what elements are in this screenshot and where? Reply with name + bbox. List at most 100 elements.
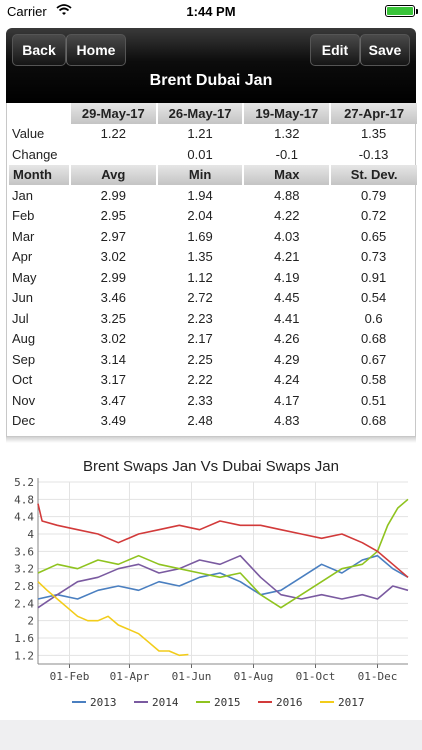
date-header: 19-May-17 [242,103,331,124]
y-tick-label: 2.4 [14,597,34,610]
stat-cell: 4.03 [274,228,300,244]
change-cell [70,144,157,165]
y-tick-label: 2 [27,615,34,628]
month-row: Oct 3.17 2.22 4.24 0.58 [8,370,417,391]
stats-table: 29-May-17 26-May-17 19-May-17 27-Apr-17 … [7,103,417,431]
stat-cell: 0.72 [360,208,387,224]
date-header: 27-Apr-17 [329,103,417,124]
x-tick-label: 01-Jun [172,670,212,683]
chart-panel: Brent Swaps Jan Vs Dubai Swaps Jan 1.2 1.… [0,450,422,720]
stat-cell: 2.22 [187,372,213,388]
line-chart: 1.2 1.6 2 2.4 2.8 3.2 3.6 4 4.4 4.8 5.2 01-Feb 01-Ap… [14,476,409,709]
stat-cell: 2.72 [187,290,213,306]
y-tick-label: 4 [27,528,34,541]
stat-cell: 4.26 [274,331,300,347]
stat-cell: 4.45 [274,290,300,306]
stat-cell: 4.41 [274,310,300,326]
legend-label: 2015 [214,696,241,709]
column-header: St. Dev. [329,164,417,185]
x-tick-label: 01-Aug [234,670,274,683]
month-label: Oct [12,372,33,388]
stat-cell: 2.33 [187,392,213,408]
value-row: Value 1.22 1.21 1.32 1.35 [8,124,417,145]
y-tick-label: 5.2 [14,476,34,489]
x-tick-label: 01-Apr [110,670,150,683]
month-row: Jul 3.25 2.23 4.41 0.6 [8,308,417,329]
stat-cell: 3.25 [100,310,126,326]
value-cell: 1.35 [360,126,387,142]
stats-table-panel: 29-May-17 26-May-17 19-May-17 27-Apr-17 … [6,103,417,437]
stat-cell: 2.99 [100,269,126,285]
stat-cell: 3.02 [100,249,126,265]
column-header: Avg [68,164,157,185]
legend-label: 2016 [276,696,303,709]
save-button[interactable]: Save [360,34,410,66]
row-label: Change [12,146,58,162]
stat-cell: 3.17 [100,372,126,388]
month-label: Jan [12,187,33,203]
series-line-2016 [37,503,409,578]
legend-label: 2014 [152,696,179,709]
month-row: Dec 3.49 2.48 4.83 0.68 [8,411,417,432]
y-tick-label: 4.8 [14,493,34,506]
stat-cell: 4.17 [274,392,300,408]
stat-cell: 4.29 [274,351,300,367]
value-cell: 1.22 [100,126,126,142]
edit-button[interactable]: Edit [310,34,360,66]
x-tick-label: 01-Dec [358,670,398,683]
stat-cell: 2.25 [187,351,213,367]
month-label: Sep [12,351,36,367]
stat-cell: 0.54 [360,290,387,306]
stat-cell: 2.99 [100,187,126,203]
stat-cell: 1.69 [187,228,213,244]
stat-cell: 2.04 [187,208,213,224]
series-line-2017 [37,581,189,657]
stat-cell: 3.47 [100,392,126,408]
carrier-label: Carrier [7,4,47,19]
month-label: Aug [12,331,36,347]
stat-cell: 2.48 [187,413,213,429]
change-cell: 0.01 [187,146,213,162]
date-header: 29-May-17 [68,103,157,124]
back-button[interactable]: Back [12,34,66,66]
x-tick-label: 01-Feb [50,670,90,683]
stat-cell: 4.83 [274,413,300,429]
month-row: May 2.99 1.12 4.19 0.91 [8,267,417,288]
stats-header-row: Month Avg Min Max St. Dev. [7,164,417,185]
y-tick-label: 2.8 [14,580,34,593]
page-title: Brent Dubai Jan [149,72,273,89]
month-label: Nov [12,392,36,408]
month-label: Dec [12,413,36,429]
y-tick-label: 1.2 [14,649,34,662]
stat-cell: 2.17 [187,331,213,347]
month-row: Jun 3.46 2.72 4.45 0.54 [8,288,417,309]
value-cell: 1.32 [274,126,300,142]
stat-cell: 0.65 [360,228,387,244]
y-tick-label: 4.4 [14,511,34,524]
nav-bar: Back Home Edit Save Brent Dubai Jan [6,28,416,103]
stat-cell: 0.79 [360,187,387,203]
status-bar: Carrier 1:44 PM [0,0,422,22]
month-label: Jul [12,310,29,326]
month-row: Nov 3.47 2.33 4.17 0.51 [8,390,417,411]
wifi-icon [56,4,72,15]
legend-label: 2017 [338,696,365,709]
legend-label: 2013 [90,696,117,709]
column-header: Min [155,164,244,185]
month-label: Apr [12,249,33,265]
home-button[interactable]: Home [66,34,126,66]
value-cell: 1.21 [187,126,213,142]
month-row: Apr 3.02 1.35 4.21 0.73 [8,247,417,268]
stat-cell: 1.12 [187,269,213,285]
stat-cell: 0.68 [360,331,387,347]
stat-cell: 1.94 [187,187,213,203]
change-row: Change 0.01 -0.1 -0.13 [8,144,417,165]
stat-cell: 3.49 [100,413,126,429]
header-blank [8,103,70,124]
y-tick-label: 3.2 [14,563,34,576]
month-row: Sep 3.14 2.25 4.29 0.67 [8,349,417,370]
stat-cell: 4.22 [274,208,300,224]
month-row: Feb 2.95 2.04 4.22 0.72 [8,206,417,227]
series-line-2015 [37,498,409,609]
month-row: Aug 3.02 2.17 4.26 0.68 [8,329,417,350]
